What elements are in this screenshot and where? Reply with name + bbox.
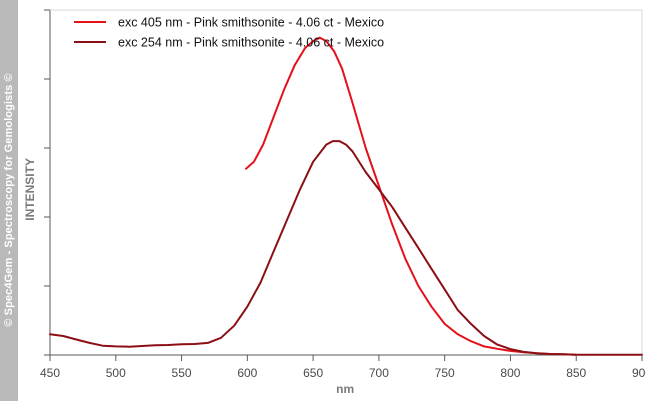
x-tick-label: 850	[566, 366, 586, 380]
x-axis-ticks: 450 500 550 600 650 700 750 800 850 900	[40, 355, 646, 380]
series-layer	[49, 36, 643, 356]
x-tick-label: 600	[237, 366, 257, 380]
x-tick-label: 650	[303, 366, 323, 380]
x-axis-title: nm	[336, 382, 354, 396]
x-tick-label: 700	[369, 366, 389, 380]
legend-label-2: exc 254 nm - Pink smithsonite - 4.06 ct …	[118, 36, 384, 50]
y-axis-title: INTENSITY	[23, 158, 37, 221]
plot-frame	[44, 9, 643, 356]
series-line-2	[49, 140, 643, 356]
x-tick-label: 750	[435, 366, 455, 380]
x-tick-label: 800	[500, 366, 520, 380]
legend-label-1: exc 405 nm - Pink smithsonite - 4.06 ct …	[118, 16, 384, 30]
x-tick-label: 500	[106, 366, 126, 380]
copyright-sidebar: © Spec4Gem - Spectroscopy for Gemologist…	[0, 0, 18, 401]
x-tick-label: 450	[40, 366, 60, 380]
series-line-1	[245, 36, 578, 356]
x-tick-label: 550	[172, 366, 192, 380]
x-tick-label: 900	[632, 366, 646, 380]
legend: exc 405 nm - Pink smithsonite - 4.06 ct …	[74, 16, 384, 50]
